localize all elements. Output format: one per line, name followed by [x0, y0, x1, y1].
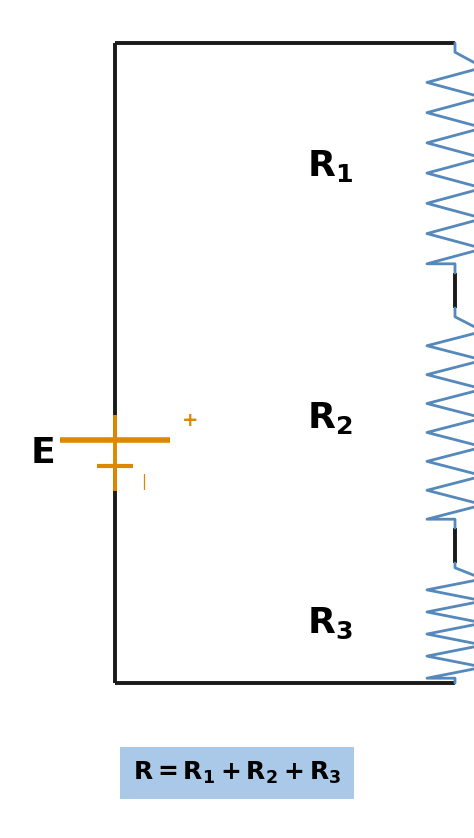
- Text: $\mathbf{R_2}$: $\mathbf{R_2}$: [307, 400, 353, 436]
- Text: |: |: [141, 474, 146, 490]
- Text: $\mathbf{R_3}$: $\mathbf{R_3}$: [307, 605, 353, 640]
- Text: $\mathbf{R=R_1 + R_2 + R_3}$: $\mathbf{R=R_1 + R_2 + R_3}$: [133, 760, 341, 786]
- Text: $\mathbf{E}$: $\mathbf{E}$: [30, 436, 54, 470]
- Text: $\mathbf{R_1}$: $\mathbf{R_1}$: [307, 148, 353, 184]
- Text: +: +: [182, 411, 199, 430]
